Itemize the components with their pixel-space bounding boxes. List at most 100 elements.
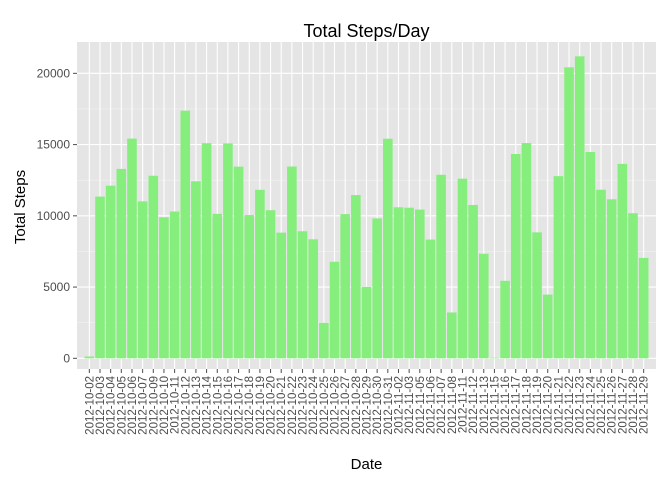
x-tick-label: 2012-11-28 [628,376,640,434]
bar [287,166,297,359]
bar [617,163,628,359]
bar [425,239,436,359]
y-tick-label: 10000 [37,209,71,223]
x-tick-label: 2012-11-27 [617,376,629,434]
bar [233,166,244,359]
x-tick-label: 2012-11-12 [468,376,480,434]
bars-group [84,56,649,359]
x-tick-label: 2012-11-16 [500,376,512,434]
x-tick-label: 2012-11-22 [564,376,576,434]
x-tick-label: 2012-10-29 [362,376,374,435]
x-tick-label: 2012-10-18 [244,376,256,435]
bar [265,210,276,359]
bar [297,231,308,359]
bar [340,214,350,359]
bar [415,209,425,359]
x-tick-label: 2012-10-09 [148,376,160,435]
bar [393,207,404,359]
x-tick-label: 2012-11-24 [585,375,597,434]
x-tick-label: 2012-11-07 [436,376,448,434]
bar [468,204,478,359]
y-tick-label: 15000 [37,138,71,152]
bar [564,67,574,359]
bar [127,138,137,359]
bar [585,152,596,359]
x-tick-label: 2012-10-15 [212,376,224,435]
bar [191,181,201,359]
bar [361,286,372,359]
x-tick-label: 2012-10-20 [266,376,278,435]
x-axis-label: Date [351,456,383,473]
x-tick-label: 2012-11-23 [575,376,587,434]
x-tick-label: 2012-11-19 [532,376,544,434]
bar [159,217,169,359]
bar [329,261,340,359]
bar [521,143,532,359]
x-tick-label: 2012-10-24 [308,375,320,434]
bar [436,174,446,359]
x-tick-label: 2012-10-16 [223,376,235,435]
y-tick-label: 0 [63,351,70,365]
x-tick-label: 2012-10-10 [159,376,171,435]
bar [372,218,382,359]
bar [574,56,585,359]
x-tick-label: 2012-10-12 [180,376,192,435]
bar [638,257,649,359]
bar [276,232,287,359]
bar [489,357,500,359]
x-tick-label: 2012-11-05 [415,376,427,434]
bar [308,239,318,359]
x-tick-label: 2012-11-25 [596,376,608,434]
x-tick-label: 2012-10-30 [372,376,384,435]
x-tick-label: 2012-10-13 [191,376,203,435]
bar [351,195,361,359]
x-tick-label: 2012-10-03 [95,376,107,435]
x-tick-label: 2012-10-23 [298,376,310,435]
bar [212,213,223,359]
bar [169,211,180,359]
bar [180,110,191,359]
x-tick-label: 2012-11-15 [489,376,501,434]
x-tick-label: 2012-10-31 [383,376,395,435]
x-tick-labels: 2012-10-022012-10-032012-10-042012-10-05… [84,369,651,435]
x-tick-label: 2012-10-21 [276,376,288,435]
x-tick-label: 2012-11-20 [543,376,555,434]
x-tick-label: 2012-10-26 [330,376,342,435]
bar [457,178,468,359]
bar [95,196,105,359]
bar [532,232,542,359]
y-tick-labels: 0 5000 10000 15000 20000 [37,66,77,365]
x-tick-label: 2012-10-02 [84,376,96,435]
x-tick-label: 2012-11-17 [511,376,523,434]
bar [446,312,457,359]
bar [223,143,233,359]
x-tick-label: 2012-11-21 [553,376,565,434]
bar [105,185,116,359]
bar [553,176,564,359]
bar [606,199,617,359]
x-tick-label: 2012-11-02 [393,376,405,434]
bar [500,280,510,359]
x-tick-label: 2012-10-14 [202,375,214,434]
bar [255,189,265,359]
bar [542,294,553,359]
x-tick-label: 2012-10-17 [234,376,246,435]
bar [244,215,255,359]
bar [201,143,212,359]
x-tick-label: 2012-11-11 [457,376,469,433]
x-tick-label: 2012-10-11 [170,376,182,434]
y-axis-label: Total Steps [12,170,29,244]
x-tick-label: 2012-11-03 [404,376,416,434]
bar [510,154,521,359]
x-tick-label: 2012-10-05 [116,376,128,435]
x-tick-label: 2012-11-26 [607,376,619,434]
x-tick-label: 2012-10-27 [340,376,352,435]
y-tick-label: 5000 [43,280,70,294]
x-tick-label: 2012-11-06 [425,376,437,434]
x-tick-label: 2012-10-28 [351,376,363,435]
x-tick-label: 2012-11-13 [479,376,491,434]
chart-title: Total Steps/Day [303,21,429,41]
bar [319,322,329,359]
x-tick-label: 2012-10-04 [106,375,118,434]
